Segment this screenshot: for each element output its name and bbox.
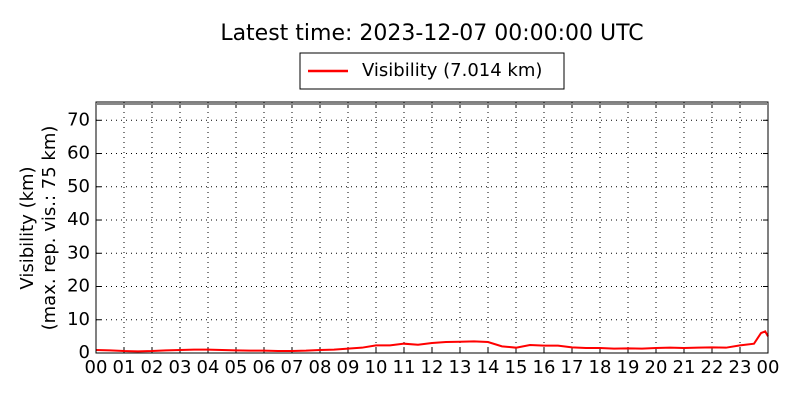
legend-label: Visibility (7.014 km): [362, 60, 542, 81]
y-tick-label: 10: [67, 309, 90, 330]
y-tick-label: 30: [67, 242, 90, 263]
x-tick-label: 00: [757, 357, 780, 378]
x-tick-label: 16: [533, 357, 556, 378]
x-tick-label: 10: [365, 357, 388, 378]
x-tick-label: 15: [505, 357, 528, 378]
y-tick-label: 50: [67, 176, 90, 197]
x-tick-label: 11: [393, 357, 416, 378]
x-tick-label: 08: [309, 357, 332, 378]
x-tick-label: 14: [477, 357, 500, 378]
x-tick-label: 12: [421, 357, 444, 378]
x-tick-label: 00: [85, 357, 108, 378]
x-tick-label: 13: [449, 357, 472, 378]
x-tick-label: 07: [281, 357, 304, 378]
y-tick-label: 70: [67, 109, 90, 130]
x-tick-label: 19: [617, 357, 640, 378]
y-tick-label: 0: [79, 342, 90, 363]
chart-title: Latest time: 2023-12-07 00:00:00 UTC: [220, 21, 643, 46]
x-tick-label: 09: [337, 357, 360, 378]
x-tick-label: 23: [729, 357, 752, 378]
y-axis-label: (max. rep. vis.: 75 km): [39, 126, 60, 331]
x-tick-label: 02: [141, 357, 164, 378]
x-tick-label: 18: [589, 357, 612, 378]
x-tick-label: 21: [673, 357, 696, 378]
y-tick-label: 60: [67, 143, 90, 164]
y-tick-label: 40: [67, 209, 90, 230]
x-tick-label: 17: [561, 357, 584, 378]
x-tick-label: 04: [197, 357, 220, 378]
x-tick-label: 01: [113, 357, 136, 378]
plot-frame: [95, 101, 769, 354]
x-tick-label: 20: [645, 357, 668, 378]
x-tick-label: 06: [253, 357, 276, 378]
data-line: [95, 330, 769, 353]
y-tick-label: 20: [67, 276, 90, 297]
x-tick-label: 22: [701, 357, 724, 378]
x-tick-label: 05: [225, 357, 248, 378]
y-axis-label: Visibility (km): [17, 166, 38, 289]
x-tick-label: 03: [169, 357, 192, 378]
